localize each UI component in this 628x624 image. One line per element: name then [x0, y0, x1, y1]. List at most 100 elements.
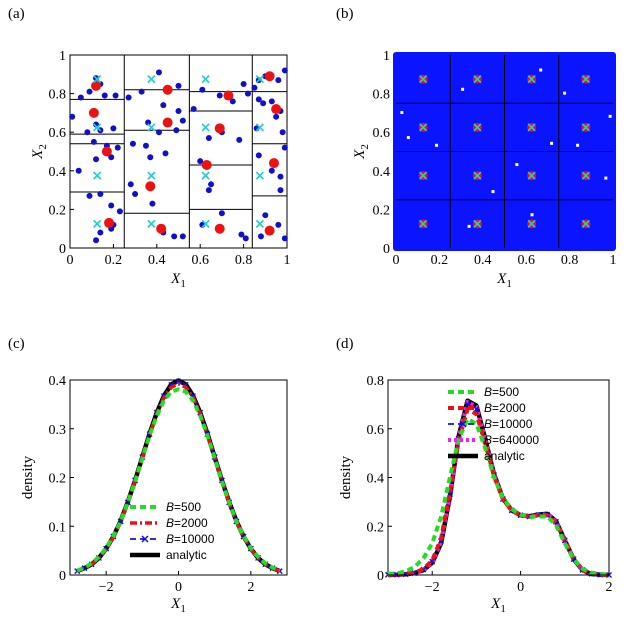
legend-label: B=500	[484, 385, 519, 399]
panel-label: (a)	[8, 6, 25, 22]
sparse-gap	[400, 110, 404, 114]
cell-center-cross	[93, 219, 102, 228]
y-tick-label: 0	[383, 242, 390, 257]
representative-point	[101, 146, 112, 157]
sample-point	[77, 94, 84, 101]
y-tick-label: 0.8	[373, 88, 391, 103]
legend-marker	[459, 420, 467, 428]
panel-a: (a) 0 0.2 0.4 0.6 0.8 1 0 0.2 0.4 0.6 0.8 1 X1 X2	[8, 6, 291, 290]
sample-point	[160, 102, 167, 109]
sample-point	[275, 221, 282, 228]
cell-center-cross	[201, 75, 210, 84]
panel-b: (b) 0 0.2 0.4 0.6 0.8 1 0 0.2 0.4 0.6 0.8 1 X1 X2	[336, 6, 617, 290]
cell-center-cross	[255, 123, 264, 132]
representative-point	[156, 223, 167, 234]
cell-center-cross	[419, 123, 428, 132]
cell-center-cross	[201, 219, 210, 228]
x-tick-label: −2	[425, 580, 440, 595]
panel-c: (c) −2 0 2 0 0.1 0.2 0.3 0.4 X1 density B=500 B=2000…	[8, 336, 288, 615]
sample-point	[260, 100, 267, 107]
sample-point	[112, 92, 119, 99]
representative-point	[223, 90, 234, 101]
sample-point	[179, 233, 186, 240]
legend-label: B=640000	[484, 433, 539, 447]
cell-center-cross	[147, 123, 156, 132]
sample-point	[268, 167, 275, 174]
cell-center-cross	[147, 171, 156, 180]
panel-label: (d)	[336, 336, 354, 352]
cell-center-cross	[255, 171, 264, 180]
x-tick-label: 0	[67, 253, 74, 268]
representative-point	[268, 158, 279, 169]
cell-center-cross	[419, 75, 428, 84]
sample-point	[205, 134, 212, 141]
cell-center-cross	[527, 171, 536, 180]
x-axis-label: X1	[170, 271, 186, 290]
cell-center-cross	[473, 123, 482, 132]
sample-point	[129, 140, 136, 147]
y-tick-label: 0.8	[367, 374, 385, 389]
sample-point	[173, 127, 180, 134]
sample-point	[93, 237, 100, 244]
x-tick-label: 0	[175, 580, 182, 595]
x-axis-label: X1	[496, 271, 512, 290]
sample-point	[277, 173, 284, 180]
sparse-gap	[550, 141, 554, 145]
sample-point	[116, 208, 123, 215]
representative-point	[271, 104, 282, 115]
sample-point	[281, 235, 288, 242]
sample-point	[149, 200, 156, 207]
sample-point	[281, 144, 288, 151]
legend-label: analytic	[484, 449, 525, 463]
sparse-gap	[435, 143, 439, 147]
cell-center-cross	[201, 123, 210, 132]
sample-point	[127, 181, 134, 188]
legend-label: B=2000	[484, 401, 526, 415]
x-tick-label: 1	[610, 253, 617, 268]
y-tick-label: 0.4	[49, 165, 67, 180]
legend-label: B=10000	[166, 532, 215, 546]
y-tick-label: 0.2	[373, 203, 391, 218]
representative-point	[162, 84, 173, 95]
sample-point	[262, 212, 269, 219]
y-tick-label: 0.1	[49, 520, 67, 535]
sparse-gap	[604, 176, 608, 180]
x-tick-label: 1	[284, 253, 291, 268]
cell-center-cross	[147, 75, 156, 84]
sample-point	[69, 113, 76, 120]
sample-point	[240, 80, 247, 87]
sample-point	[199, 86, 206, 93]
sparse-gap	[608, 114, 612, 118]
y-tick-label: 0.6	[49, 126, 67, 141]
sample-point	[273, 113, 280, 120]
cell-center-cross	[473, 171, 482, 180]
sample-point	[145, 119, 152, 126]
sample-point	[190, 106, 197, 113]
y-tick-label: 1	[59, 49, 66, 64]
sample-point	[155, 69, 162, 76]
sparse-gap	[539, 68, 543, 72]
x-tick-label: 0.4	[474, 253, 492, 268]
y-tick-label: 0.3	[49, 423, 67, 438]
y-tick-label: 0.6	[373, 126, 391, 141]
y-axis-label: density	[20, 455, 36, 499]
x-axis-label: X1	[490, 596, 506, 615]
legend-label: B=10000	[484, 417, 533, 431]
cell-center-cross	[473, 75, 482, 84]
representative-point	[145, 181, 156, 192]
cell-center-cross	[201, 171, 210, 180]
cell-center-cross	[581, 123, 590, 132]
representative-point	[91, 80, 102, 91]
cell-center-cross	[527, 75, 536, 84]
plot-frame	[69, 54, 288, 249]
sample-point	[179, 117, 186, 124]
x-tick-label: 0.2	[431, 253, 449, 268]
series-line	[387, 417, 610, 577]
sample-point	[275, 77, 282, 84]
sample-point	[171, 233, 178, 240]
cell-center-cross	[527, 219, 536, 228]
sample-point	[251, 84, 258, 91]
sample-point	[242, 235, 249, 242]
sample-point	[132, 190, 139, 197]
